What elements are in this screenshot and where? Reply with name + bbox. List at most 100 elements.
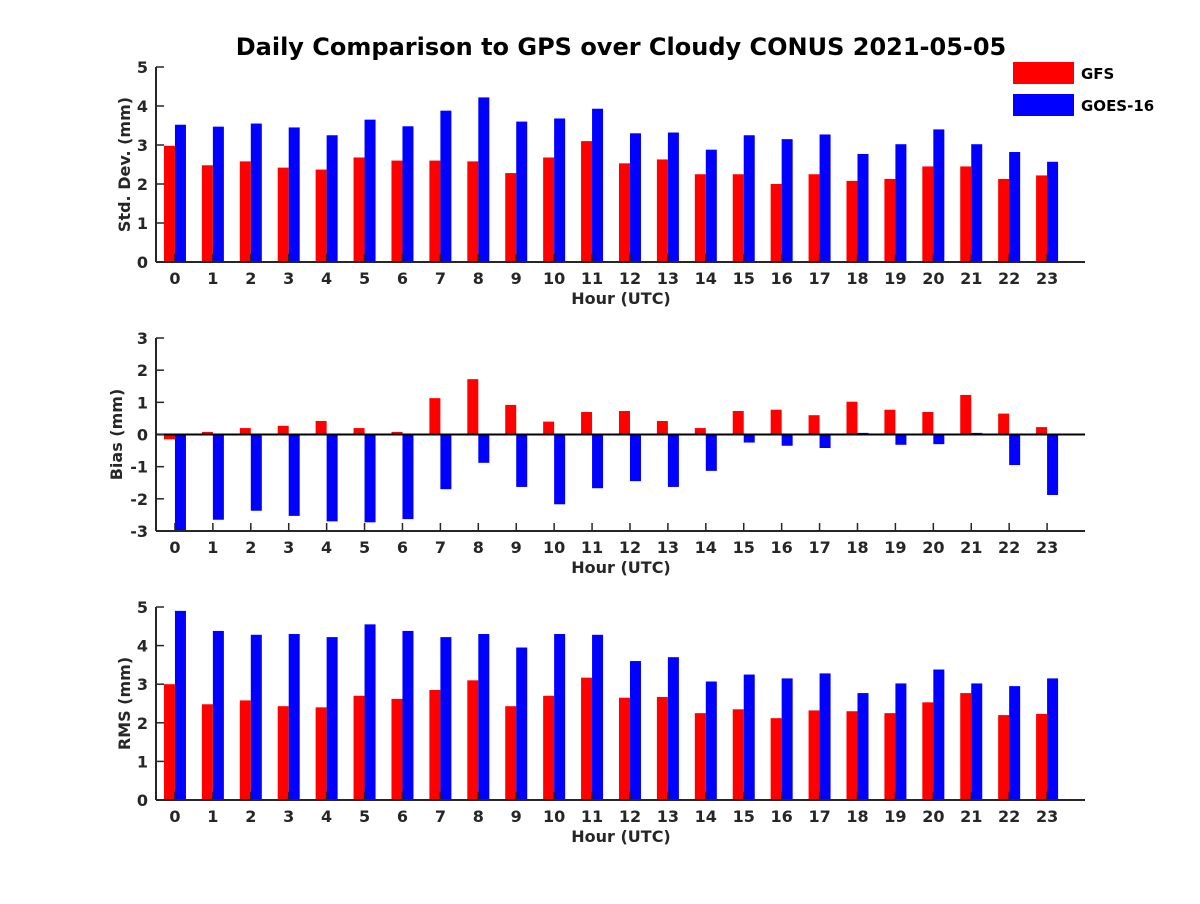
bar-gfs-hour-4: [315, 169, 327, 262]
bar-gfs-hour-8: [467, 379, 479, 435]
x-tick-label: 18: [846, 538, 868, 557]
bar-gfs-hour-14: [694, 713, 706, 800]
x-tick-label: 8: [473, 269, 484, 288]
x-tick-label: 10: [543, 538, 565, 557]
x-tick-label: 2: [245, 807, 256, 826]
x-tick-label: 21: [960, 269, 982, 288]
bar-goes-16-hour-16: [781, 434, 793, 446]
x-tick-label: 2: [245, 269, 256, 288]
x-tick-label: 23: [1036, 269, 1058, 288]
x-tick-label: 3: [283, 269, 294, 288]
bar-goes-16-hour-4: [326, 434, 338, 522]
bar-gfs-hour-7: [429, 689, 441, 800]
x-tick-label: 22: [998, 538, 1020, 557]
x-tick-label: 11: [581, 538, 603, 557]
legend-label-goes-16: GOES-16: [1081, 97, 1154, 115]
bar-gfs-hour-12: [618, 697, 630, 800]
bar-goes-16-hour-21: [971, 683, 983, 800]
bar-goes-16-hour-6: [402, 434, 414, 520]
bar-goes-16-hour-23: [1047, 678, 1059, 800]
x-tick-label: 14: [695, 807, 717, 826]
bar-goes-16-hour-1: [212, 630, 224, 800]
y-axis-label: RMS (mm): [115, 657, 134, 750]
bar-gfs-hour-16: [770, 184, 782, 262]
bar-gfs-hour-17: [808, 415, 820, 435]
y-tick-label: -1: [130, 458, 148, 477]
bar-goes-16-hour-23: [1047, 161, 1059, 262]
x-tick-label: 4: [321, 269, 332, 288]
bar-gfs-hour-23: [1036, 175, 1048, 262]
x-tick-label: 15: [733, 538, 755, 557]
bar-gfs-hour-0: [163, 145, 175, 262]
x-tick-label: 23: [1036, 807, 1058, 826]
x-tick-label: 10: [543, 807, 565, 826]
x-tick-label: 0: [169, 538, 180, 557]
x-tick-label: 19: [884, 538, 906, 557]
bar-gfs-hour-11: [581, 141, 593, 262]
bar-goes-16-hour-9: [516, 647, 528, 800]
bar-gfs-hour-10: [543, 157, 555, 262]
bar-goes-16-hour-7: [440, 110, 452, 263]
bar-goes-16-hour-20: [933, 669, 945, 800]
x-tick-label: 16: [771, 807, 793, 826]
bar-gfs-hour-11: [581, 411, 593, 435]
chart-title: Daily Comparison to GPS over Cloudy CONU…: [236, 33, 1007, 61]
bar-gfs-hour-19: [884, 713, 896, 800]
y-tick-label: 0: [137, 791, 148, 810]
bar-goes-16-hour-20: [933, 434, 945, 445]
bar-goes-16-hour-5: [364, 434, 376, 523]
bar-gfs-hour-18: [846, 180, 858, 262]
bar-goes-16-hour-20: [933, 129, 945, 262]
bar-gfs-hour-10: [543, 695, 555, 800]
x-tick-label: 3: [283, 538, 294, 557]
x-tick-label: 22: [998, 269, 1020, 288]
bar-gfs-hour-15: [732, 174, 744, 262]
x-tick-label: 16: [771, 269, 793, 288]
x-tick-label: 18: [846, 269, 868, 288]
bar-goes-16-hour-14: [705, 434, 717, 471]
bar-gfs-hour-19: [884, 409, 896, 435]
x-tick-label: 21: [960, 538, 982, 557]
y-tick-label: 3: [137, 329, 148, 348]
bar-goes-16-hour-22: [1009, 152, 1021, 262]
x-tick-label: 9: [511, 538, 522, 557]
x-tick-label: 12: [619, 807, 641, 826]
bar-gfs-hour-20: [922, 411, 934, 435]
bar-goes-16-hour-2: [250, 634, 262, 800]
x-tick-label: 19: [884, 269, 906, 288]
bar-goes-16-hour-4: [326, 135, 338, 262]
bar-gfs-hour-1: [201, 431, 213, 435]
bar-gfs-hour-12: [618, 163, 630, 262]
series-gfs: [163, 141, 1048, 262]
chart-legend: GFS GOES-16: [1013, 62, 1154, 116]
x-tick-label: 16: [771, 538, 793, 557]
y-tick-label: -2: [130, 490, 148, 509]
bar-gfs-hour-8: [467, 161, 479, 262]
bar-gfs-hour-9: [505, 173, 517, 262]
x-tick-label: 18: [846, 807, 868, 826]
x-tick-label: 20: [922, 269, 944, 288]
bar-gfs-hour-15: [732, 709, 744, 800]
x-tick-label: 10: [543, 269, 565, 288]
x-tick-label: 6: [397, 269, 408, 288]
bar-gfs-hour-19: [884, 178, 896, 262]
y-tick-label: 2: [137, 361, 148, 380]
x-tick-label: 11: [581, 807, 603, 826]
bar-goes-16-hour-15: [743, 135, 755, 262]
bar-goes-16-hour-3: [288, 434, 300, 516]
bar-goes-16-hour-12: [629, 661, 641, 800]
bar-goes-16-hour-15: [743, 674, 755, 800]
bar-goes-16-hour-4: [326, 637, 338, 800]
x-tick-label: 8: [473, 807, 484, 826]
x-tick-label: 3: [283, 807, 294, 826]
bar-goes-16-hour-13: [667, 657, 679, 800]
x-tick-label: 17: [808, 807, 830, 826]
bar-goes-16-hour-7: [440, 434, 452, 490]
x-tick-label: 21: [960, 807, 982, 826]
bar-goes-16-hour-11: [592, 108, 604, 262]
x-tick-label: 12: [619, 269, 641, 288]
bar-gfs-hour-4: [315, 707, 327, 800]
